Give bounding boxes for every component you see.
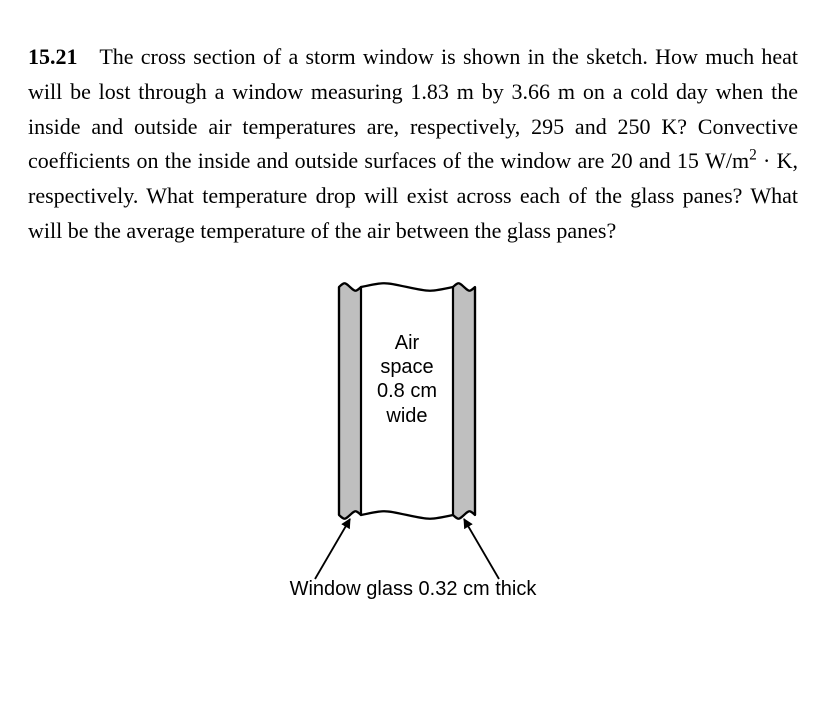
figure-block: Airspace0.8 cmwide Window glass 0.32 cm … [28,275,798,610]
storm-window-diagram [253,275,573,605]
problem-paragraph: 15.21 The cross section of a storm windo… [28,40,798,249]
air-space-label: Airspace0.8 cmwide [352,331,462,429]
figure-inner: Airspace0.8 cmwide Window glass 0.32 cm … [253,275,573,605]
problem-body: The cross section of a storm window is s… [28,44,798,243]
problem-number: 15.21 [28,44,78,69]
glass-thickness-label: Window glass 0.32 cm thick [253,577,573,601]
